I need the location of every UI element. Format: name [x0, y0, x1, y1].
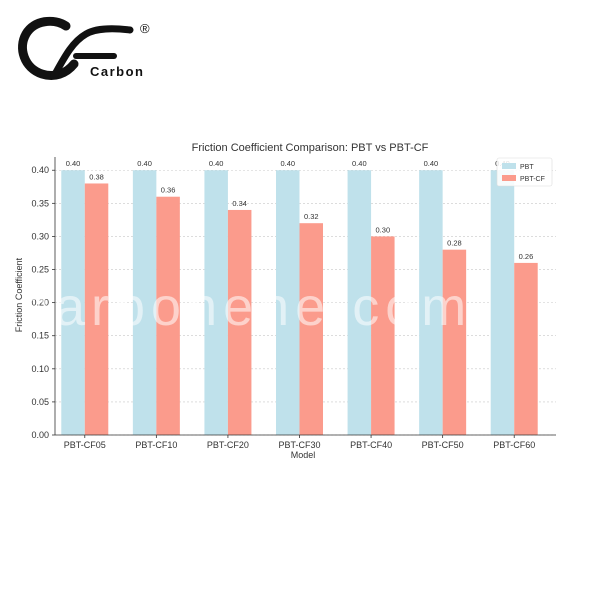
y-tick-label: 0.05 [31, 397, 49, 407]
bar-pbt [347, 170, 372, 435]
y-tick-label: 0.15 [31, 331, 49, 341]
brand-logo: Carbon ® [14, 12, 154, 82]
x-tick-label: PBT-CF40 [350, 440, 392, 450]
bar-pbt-cf [371, 236, 395, 435]
bar-pbt-cf [156, 196, 180, 435]
bar-value-label: 0.40 [66, 159, 81, 168]
logo-text: Carbon [90, 64, 145, 79]
bar-value-label: 0.40 [280, 159, 295, 168]
bar-pbt [490, 170, 515, 435]
x-axis-label: Model [291, 450, 316, 460]
legend: PBT PBT-CF [496, 157, 553, 187]
bars [61, 170, 538, 435]
cf-logo-mark [18, 16, 134, 81]
bar-value-label: 0.36 [161, 186, 176, 195]
legend-swatch [502, 163, 516, 169]
y-axis: 0.00 0.05 0.10 0.15 0.20 0.25 0.30 0.35 0.40 [31, 157, 56, 440]
bar-pbt [132, 170, 157, 435]
bar-pbt-cf [442, 249, 467, 435]
legend-label: PBT-CF [520, 176, 545, 183]
bar-value-label: 0.40 [209, 159, 224, 168]
y-tick-label: 0.20 [31, 298, 49, 308]
bar-value-label: 0.28 [447, 239, 462, 248]
y-tick-label: 0.10 [31, 364, 49, 374]
x-tick-label: PBT-CF20 [207, 440, 249, 450]
bar-value-label: 0.40 [137, 159, 152, 168]
bar-pbt [419, 170, 443, 435]
bar-pbt [204, 170, 228, 435]
bar-pbt-cf [514, 262, 538, 435]
x-tick-label: PBT-CF05 [64, 440, 106, 450]
y-tick-label: 0.25 [31, 265, 49, 275]
bar-pbt-cf [299, 223, 323, 435]
bar-value-label: 0.40 [424, 159, 439, 168]
legend-swatch [502, 175, 516, 181]
bar-value-label: 0.34 [232, 199, 247, 208]
bar-pbt-cf [227, 209, 252, 435]
y-tick-label: 0.35 [31, 198, 49, 208]
bar-value-label: 0.32 [304, 212, 319, 221]
bar-pbt-cf [84, 183, 109, 435]
registered-mark: ® [140, 21, 150, 36]
x-tick-label: PBT-CF60 [493, 440, 535, 450]
bar-value-label: 0.30 [376, 225, 391, 234]
chart-title: Friction Coefficient Comparison: PBT vs … [192, 142, 429, 154]
bar-value-label: 0.26 [519, 252, 534, 261]
bar-value-label: 0.40 [352, 159, 367, 168]
x-axis: PBT-CF05 PBT-CF10 PBT-CF20 PBT-CF30 PBT-CF40… [55, 434, 556, 450]
y-tick-label: 0.40 [31, 165, 49, 175]
bar-pbt [61, 170, 85, 435]
y-tick-label: 0.30 [31, 231, 49, 241]
y-axis-label: Friction Coefficient [14, 257, 24, 332]
bar-value-label: 0.38 [89, 172, 104, 181]
legend-label: PBT [520, 164, 534, 171]
y-tick-label: 0.00 [31, 430, 49, 440]
x-tick-label: PBT-CF10 [135, 440, 177, 450]
x-tick-label: PBT-CF30 [278, 440, 320, 450]
x-tick-label: PBT-CF50 [422, 440, 464, 450]
bar-pbt [276, 170, 300, 435]
